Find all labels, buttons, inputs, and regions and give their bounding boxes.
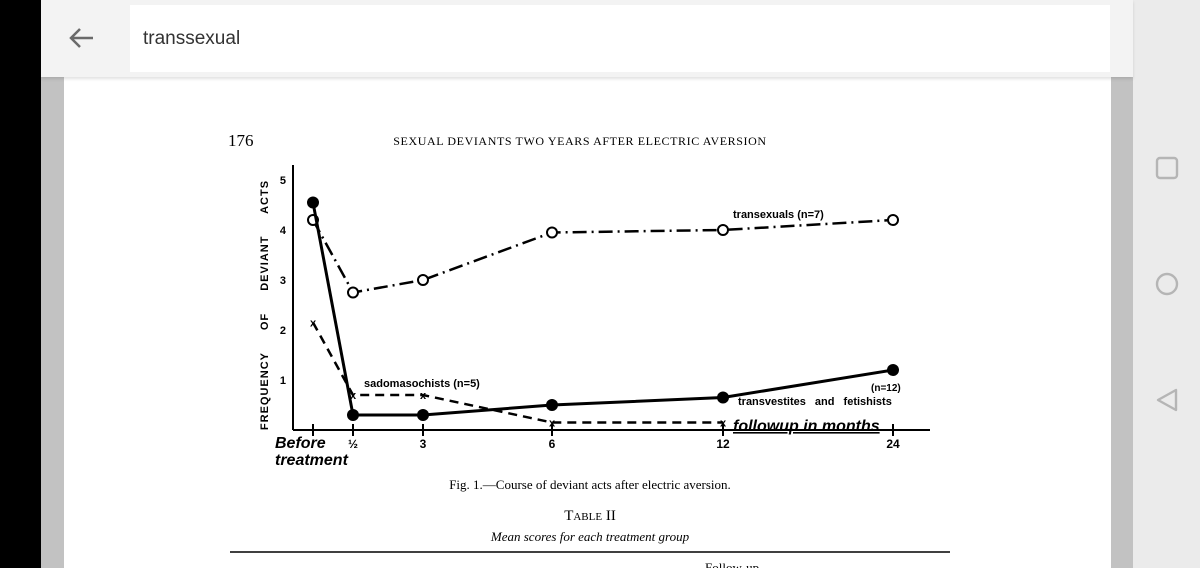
data-point-filled-circle (347, 409, 359, 421)
data-point-filled-circle (307, 196, 319, 209)
square-recents-icon[interactable] (1155, 156, 1179, 180)
table-header-partial: Follow-up (705, 560, 759, 568)
x-tick-label: 3 (420, 437, 427, 451)
x-tick-label: 12 (716, 437, 730, 451)
data-point-open-circle (417, 274, 429, 286)
search-input[interactable]: transsexual (130, 5, 1110, 72)
document-page (64, 77, 1111, 568)
running-title: SEXUAL DEVIANTS TWO YEARS AFTER ELECTRIC… (393, 134, 766, 148)
series-line-1 (311, 202, 894, 417)
x-tick-label: Before (275, 435, 326, 452)
page-number: 176 (228, 131, 254, 150)
figure-caption: Fig. 1.—Course of deviant acts after ele… (449, 477, 731, 492)
legend-transexuals: transexuals (n=7) (733, 209, 824, 221)
data-point-open-circle (887, 214, 899, 226)
y-tick-label: 4 (280, 225, 287, 237)
data-point-filled-circle (887, 364, 899, 376)
x-tick-label: ½ (348, 437, 358, 451)
series-line-2 (311, 321, 723, 424)
y-tick-label: 1 (280, 375, 286, 387)
table-title: Table II (564, 508, 616, 524)
data-point-x: x (549, 418, 556, 430)
table-subtitle: Mean scores for each treatment group (490, 529, 690, 544)
arrow-left-icon[interactable] (65, 22, 97, 54)
figure-chart: FREQUENCY OF DEVIANT ACTS followup in mo… (259, 165, 930, 469)
x-tick-label: treatment (275, 452, 349, 469)
legend-transvestites-n: (n=12) (871, 383, 901, 394)
data-point-open-circle (347, 286, 359, 299)
triangle-back-icon[interactable] (1155, 388, 1179, 412)
data-point-open-circle (717, 224, 729, 236)
x-tick-label: 24 (886, 437, 900, 451)
data-point-filled-circle (417, 409, 429, 421)
search-header: transsexual (41, 0, 1133, 77)
series-line-0 (311, 218, 894, 294)
data-point-x: x (310, 318, 317, 330)
y-tick-label: 2 (280, 325, 286, 337)
data-point-filled-circle (717, 391, 729, 404)
legend-transvestites: transvestites and fetishists (738, 396, 892, 408)
legend-sadomasochists: sadomasochists (n=5) (364, 378, 480, 390)
circle-home-icon[interactable] (1155, 272, 1179, 296)
data-point-open-circle (546, 226, 558, 239)
left-black-bar (0, 0, 41, 568)
x-tick-label: 6 (549, 437, 556, 451)
data-point-filled-circle (546, 399, 558, 411)
y-axis-label: FREQUENCY OF DEVIANT ACTS (259, 180, 271, 430)
x-axis-label: followup in months (733, 418, 880, 435)
y-tick-label: 3 (280, 275, 286, 287)
system-nav-bar (1133, 0, 1200, 568)
data-point-x: x (420, 390, 427, 402)
data-point-x: x (350, 390, 357, 402)
y-tick-label: 5 (280, 175, 286, 187)
data-point-x: x (720, 418, 727, 430)
